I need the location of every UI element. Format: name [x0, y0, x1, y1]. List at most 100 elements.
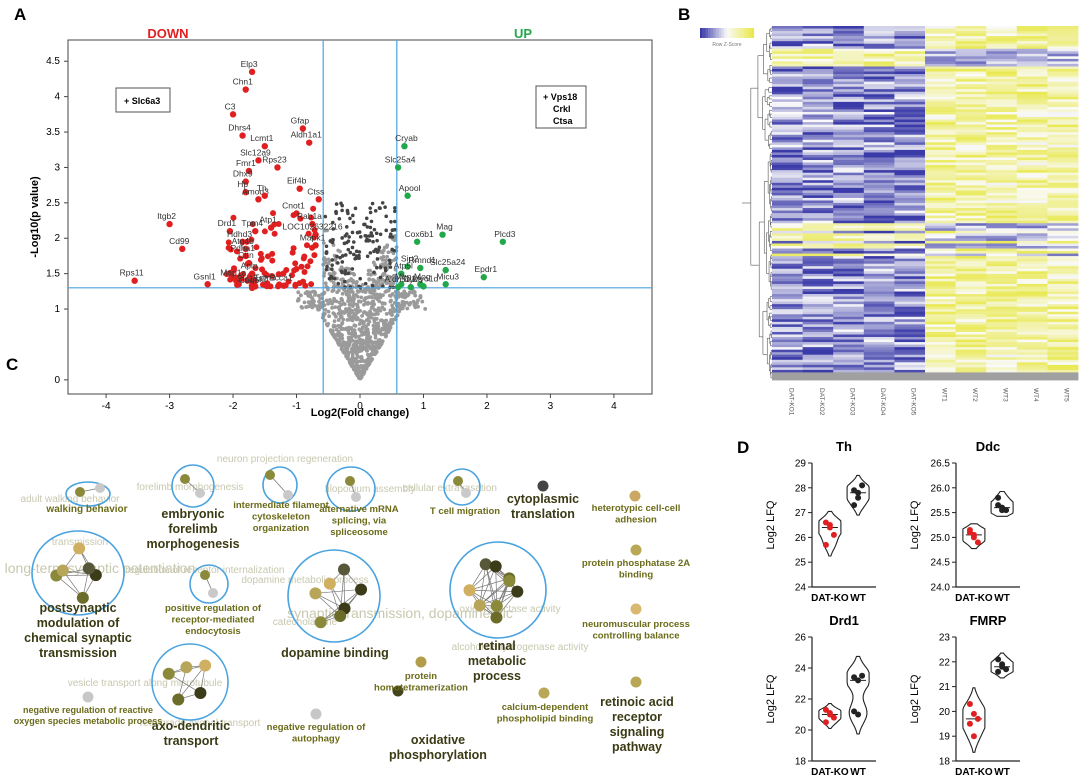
down-gene-label: C3 — [225, 101, 236, 111]
ns-point — [361, 289, 365, 294]
heatmap-cell — [986, 190, 1018, 194]
y-tick-label: 24 — [795, 664, 807, 675]
violin-title: FMRP — [970, 613, 1007, 628]
heatmap-cell — [833, 235, 865, 239]
heatmap-cell — [802, 331, 834, 335]
heatmap-cell — [1016, 58, 1048, 62]
heatmap-cell — [1016, 377, 1048, 381]
heatmap-cell — [955, 331, 987, 335]
down-point — [292, 260, 299, 267]
heatmap-cell — [986, 215, 1018, 219]
colorbar-segment — [708, 28, 711, 38]
down-gene-label: Gsnl1 — [194, 271, 216, 281]
network-node — [503, 574, 516, 587]
heatmap-cell — [894, 321, 926, 325]
heatmap-cell — [863, 339, 895, 343]
heatmap-cell — [986, 271, 1018, 275]
heatmap-cell — [772, 362, 803, 366]
heatmap-cell — [1047, 273, 1079, 277]
heatmap-cell — [925, 114, 956, 118]
heatmap-cell — [863, 195, 895, 199]
heatmap-cell — [863, 170, 895, 174]
heatmap-cell — [1047, 104, 1079, 108]
legend-up-text: Ctsa — [553, 116, 574, 126]
heatmap-cell — [894, 256, 926, 260]
heatmap-cell — [833, 109, 865, 113]
heatmap-cell — [1016, 301, 1048, 305]
ns-point — [362, 320, 366, 325]
ns-point — [366, 363, 370, 368]
ns-point — [377, 299, 382, 304]
heatmap-cell — [772, 208, 803, 211]
heatmap-cell — [802, 43, 834, 47]
ns-point — [351, 293, 356, 298]
heatmap-cell — [1016, 48, 1048, 52]
heatmap-cell — [986, 344, 1018, 348]
heatmap-cell — [986, 94, 1018, 98]
heatmap-cell — [925, 119, 956, 123]
heatmap-cell — [1047, 76, 1079, 80]
heatmap-cell — [772, 86, 803, 90]
heatmap-cell — [833, 129, 865, 133]
ns-dark-point — [340, 236, 344, 240]
heatmap-cell — [925, 175, 956, 179]
heatmap-cell — [894, 33, 926, 37]
ns-point — [332, 319, 337, 324]
ns-point — [387, 293, 392, 298]
ns-point — [339, 277, 344, 282]
ns-point — [303, 291, 308, 296]
faded-term: neuron projection regeneration — [217, 454, 353, 465]
ns-dark-point — [327, 276, 332, 281]
heatmap-cell — [833, 294, 865, 297]
heatmap-cell — [925, 157, 956, 161]
panel-label-c: C — [6, 355, 18, 374]
heatmap-cell — [802, 114, 834, 118]
heatmap-cell — [1016, 271, 1048, 275]
network-node — [489, 560, 502, 573]
ns-point — [346, 335, 351, 340]
heatmap-cell — [802, 182, 834, 186]
heatmap-cell — [802, 205, 834, 209]
heatmap-cell — [772, 347, 803, 351]
down-point — [264, 282, 272, 289]
heatmap-cell — [894, 296, 926, 300]
heatmap-cell — [833, 245, 865, 249]
heatmap-cell — [802, 180, 834, 184]
heatmap-cell — [1047, 253, 1079, 257]
heatmap-cell — [1047, 220, 1079, 224]
go-term-label: postsynaptic modulation of chemical synapt… — [24, 601, 132, 660]
heatmap-cell — [894, 117, 926, 120]
ns-dark-point — [347, 235, 351, 239]
heatmap-cell — [1047, 33, 1079, 37]
heatmap-cell — [772, 192, 803, 196]
ns-dark-point — [383, 266, 388, 271]
heatmap-cell — [925, 152, 956, 156]
ns-dark-point — [353, 206, 358, 211]
heatmap-cell — [863, 372, 895, 376]
go-term-label: negative regulation of autophagy — [267, 722, 367, 744]
heatmap-cell — [833, 220, 865, 224]
heatmap-cell — [1016, 276, 1048, 280]
heatmap-cell — [1047, 122, 1079, 126]
heatmap-cell — [955, 119, 987, 123]
heatmap-cell — [1047, 86, 1079, 90]
heatmap-cell — [802, 372, 834, 376]
heatmap-cell — [1016, 235, 1048, 239]
ns-point — [349, 335, 354, 340]
heatmap-cell — [925, 235, 956, 239]
heatmap-cell — [802, 46, 834, 50]
heatmap-cell — [986, 36, 1018, 40]
ns-point — [325, 287, 330, 292]
heatmap-cell — [986, 367, 1018, 371]
heatmap-cell — [894, 357, 926, 361]
heatmap-cell — [955, 99, 987, 103]
heatmap-cell — [833, 79, 865, 83]
down-point — [255, 196, 262, 203]
heatmap-cell — [863, 321, 895, 325]
ns-point — [354, 361, 359, 366]
heatmap-cell — [863, 357, 895, 361]
down-point — [204, 281, 211, 288]
heatmap-cell — [925, 53, 956, 57]
ns-point — [406, 292, 411, 297]
